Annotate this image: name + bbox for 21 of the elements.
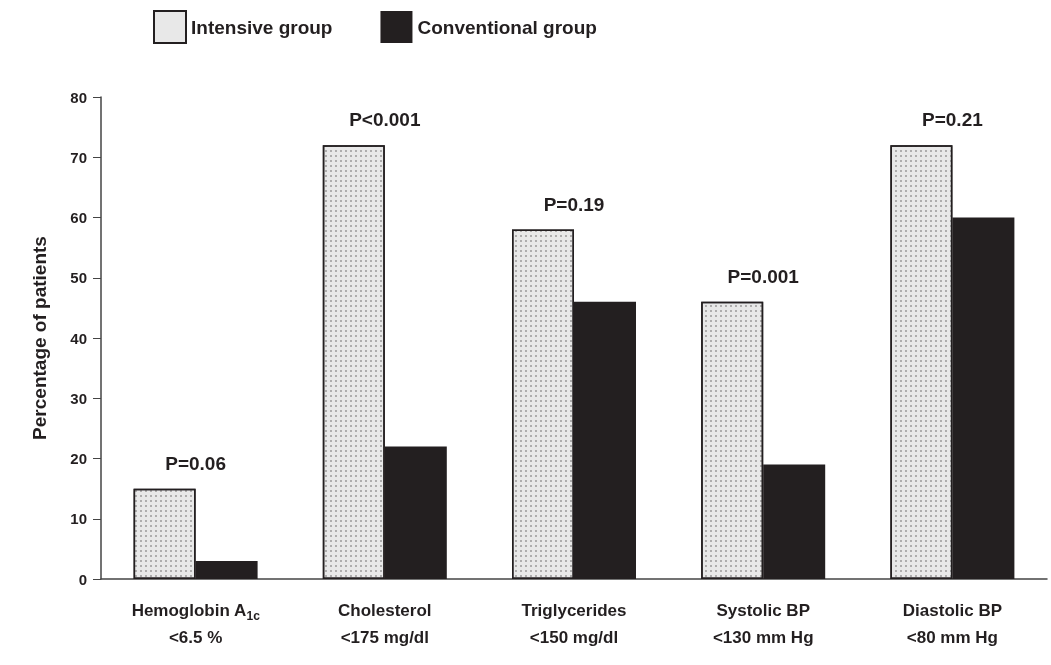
- y-tick-label: 60: [70, 209, 87, 226]
- annotation: P=0.21: [922, 109, 984, 131]
- y-tick-label: 80: [70, 88, 87, 106]
- x-tick-label: Diastolic BP <80 mm Hg: [902, 601, 1002, 647]
- x-tick-label: Systolic BP <130 mm Hg: [712, 601, 814, 647]
- annotation: P=0.06: [165, 452, 226, 474]
- annotation: P=0.19: [543, 193, 605, 215]
- x-tick-label: Cholesterol <175 mg/dl: [338, 601, 432, 647]
- y-tick-label: 30: [70, 389, 87, 407]
- annotation: P=0.001: [727, 265, 800, 287]
- y-tick-label: 70: [70, 148, 87, 166]
- legend-label: Intensive group: [191, 16, 333, 38]
- y-tick-label: 0: [78, 570, 87, 588]
- annotation: P<0.001: [349, 109, 421, 131]
- legend-label: Conventional group: [417, 16, 597, 38]
- y-axis-title: Percentage of patients: [29, 236, 50, 440]
- y-tick-label: 10: [70, 510, 87, 528]
- y-tick-label: 50: [70, 269, 87, 287]
- y-tick-label: 40: [70, 329, 87, 347]
- y-tick-label: 20: [70, 450, 87, 467]
- x-tick-label: Triglycerides <150 mg/dl: [521, 601, 627, 647]
